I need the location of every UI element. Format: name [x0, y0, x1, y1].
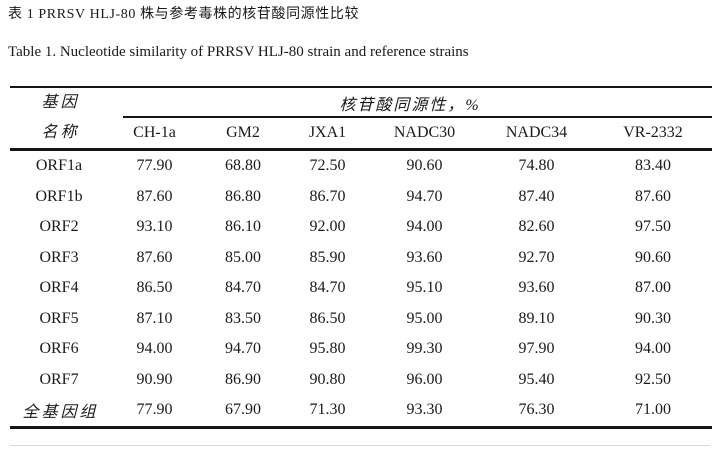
similarity-value-cell: 96.00	[406, 370, 443, 388]
similarity-value-cell: 87.60	[136, 187, 173, 205]
similarity-value-cell: 71.30	[309, 401, 346, 419]
similarity-value-cell: 95.40	[518, 370, 555, 388]
similarity-value-cell: 95.10	[406, 279, 443, 297]
similarity-value-cell: 94.70	[225, 340, 261, 358]
similarity-value-cell: 84.70	[309, 279, 346, 297]
similarity-value-cell: 77.90	[136, 157, 173, 175]
gene-header-line2: 名称	[41, 124, 80, 141]
similarity-value-cell: 86.90	[225, 370, 261, 388]
similarity-value-cell: 92.00	[309, 218, 346, 236]
strain-header-jxa1: JXA1	[285, 117, 370, 151]
strain-header-nadc34: NADC34	[479, 117, 594, 151]
similarity-value-cell: 86.80	[225, 187, 261, 205]
table-row: 全基因组 77.90 67.90 71.30 93.30 76.30 71.00	[10, 395, 712, 427]
similarity-value-cell: 95.00	[406, 309, 443, 327]
table-caption-en: Table 1. Nucleotide similarity of PRRSV …	[8, 44, 469, 60]
nucleotide-similarity-spanner-header: 核苷酸同源性，%	[108, 87, 713, 118]
similarity-value-cell: 86.50	[309, 309, 346, 327]
strain-header-vr2332: VR-2332	[594, 117, 713, 151]
similarity-value-cell: 94.70	[406, 187, 443, 205]
similarity-value-cell: 92.50	[635, 370, 672, 388]
gene-name-cell: ORF3	[39, 248, 79, 266]
table-caption-zh: 表 1 PRRSV HLJ-80 株与参考毒株的核苷酸同源性比较	[8, 7, 360, 22]
similarity-value-cell: 94.00	[406, 218, 443, 236]
similarity-value-cell: 95.80	[309, 340, 346, 358]
gene-name-cell: ORF2	[39, 218, 79, 236]
strain-header-nadc30: NADC30	[370, 117, 479, 151]
similarity-value-cell: 77.90	[136, 401, 173, 419]
similarity-value-cell: 90.60	[406, 157, 443, 175]
page-separator-line	[10, 445, 710, 446]
similarity-value-cell: 93.30	[406, 401, 443, 419]
strain-header-gm2: GM2	[201, 117, 285, 151]
similarity-value-cell: 87.40	[518, 187, 555, 205]
similarity-value-cell: 72.50	[309, 157, 346, 175]
similarity-value-cell: 87.60	[635, 187, 672, 205]
similarity-table: 基因 名称 核苷酸同源性，% CH-1a GM2 JXA1 NADC30 NAD…	[10, 86, 713, 429]
gene-name-column-header: 基因 名称	[10, 87, 108, 151]
table-row: ORF4 86.50 84.70 84.70 95.10 93.60 87.00	[10, 273, 712, 304]
similarity-value-cell: 83.50	[225, 309, 261, 327]
similarity-value-cell: 92.70	[518, 248, 555, 266]
similarity-value-cell: 68.80	[225, 157, 261, 175]
spanner-label: 核苷酸同源性，%	[339, 96, 481, 114]
table-row: ORF1b 87.60 86.80 86.70 94.70 87.40 87.6…	[10, 182, 712, 213]
spanner-rule	[123, 115, 713, 118]
similarity-value-cell: 99.30	[406, 340, 443, 358]
similarity-value-cell: 93.10	[136, 218, 173, 236]
header-row-strains: CH-1a GM2 JXA1 NADC30 NADC34 VR-2332	[10, 117, 713, 151]
similarity-value-cell: 90.80	[309, 370, 346, 388]
similarity-value-cell: 87.10	[136, 309, 173, 327]
table-row: ORF7 90.90 86.90 90.80 96.00 95.40 92.50	[10, 365, 712, 396]
strain-header-ch1a: CH-1a	[108, 117, 201, 151]
similarity-value-cell: 93.60	[518, 279, 555, 297]
header-row-spanner: 基因 名称 核苷酸同源性，%	[10, 87, 713, 151]
similarity-value-cell: 87.00	[635, 279, 672, 297]
table-row: ORF2 93.10 86.10 92.00 94.00 82.60 97.50	[10, 212, 712, 243]
similarity-value-cell: 84.70	[225, 279, 261, 297]
similarity-value-cell: 82.60	[518, 218, 555, 236]
similarity-value-cell: 85.90	[309, 248, 346, 266]
similarity-value-cell: 87.60	[136, 248, 173, 266]
gene-name-cell: ORF5	[39, 309, 79, 327]
similarity-value-cell: 71.00	[635, 401, 672, 419]
similarity-value-cell: 94.00	[635, 340, 672, 358]
table-row: ORF6 94.00 94.70 95.80 99.30 97.90 94.00	[10, 334, 712, 365]
gene-name-cell: 全基因组	[22, 404, 99, 422]
similarity-table-container: 基因 名称 核苷酸同源性，% CH-1a GM2 JXA1 NADC30 NAD…	[10, 86, 713, 429]
similarity-value-cell: 97.90	[518, 340, 555, 358]
similarity-value-cell: 74.80	[518, 157, 555, 175]
gene-header-line1: 基因	[41, 94, 80, 111]
gene-name-cell: ORF1b	[35, 187, 83, 205]
similarity-value-cell: 86.10	[225, 218, 261, 236]
similarity-value-cell: 94.00	[136, 340, 173, 358]
similarity-value-cell: 93.60	[406, 248, 443, 266]
similarity-value-cell: 76.30	[518, 401, 555, 419]
table-body: ORF1a 77.90 68.80 72.50 90.60 74.80 83.4…	[10, 150, 712, 428]
table-row: ORF3 87.60 85.00 85.90 93.60 92.70 90.60	[10, 243, 712, 274]
table-row: ORF5 87.10 83.50 86.50 95.00 89.10 90.30	[10, 304, 712, 335]
gene-name-cell: ORF6	[39, 340, 79, 358]
gene-name-cell: ORF1a	[35, 157, 83, 175]
similarity-value-cell: 67.90	[225, 401, 261, 419]
gene-name-cell: ORF7	[39, 370, 79, 388]
similarity-value-cell: 83.40	[635, 157, 672, 175]
similarity-value-cell: 86.50	[136, 279, 173, 297]
similarity-value-cell: 97.50	[635, 218, 672, 236]
table-row: ORF1a 77.90 68.80 72.50 90.60 74.80 83.4…	[10, 150, 712, 182]
similarity-value-cell: 85.00	[225, 248, 261, 266]
similarity-value-cell: 90.60	[635, 248, 672, 266]
similarity-value-cell: 86.70	[309, 187, 346, 205]
similarity-value-cell: 90.30	[635, 309, 672, 327]
similarity-value-cell: 89.10	[518, 309, 555, 327]
similarity-value-cell: 90.90	[136, 370, 173, 388]
gene-name-cell: ORF4	[39, 279, 79, 297]
